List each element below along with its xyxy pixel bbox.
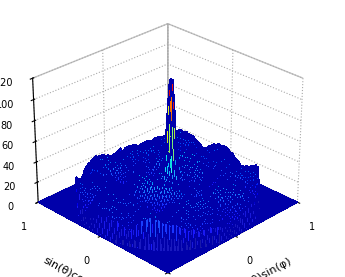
- Y-axis label: sin(θ)cos(φ): sin(θ)cos(φ): [41, 255, 104, 277]
- X-axis label: sin(θ)sin(φ): sin(θ)sin(φ): [233, 255, 293, 277]
